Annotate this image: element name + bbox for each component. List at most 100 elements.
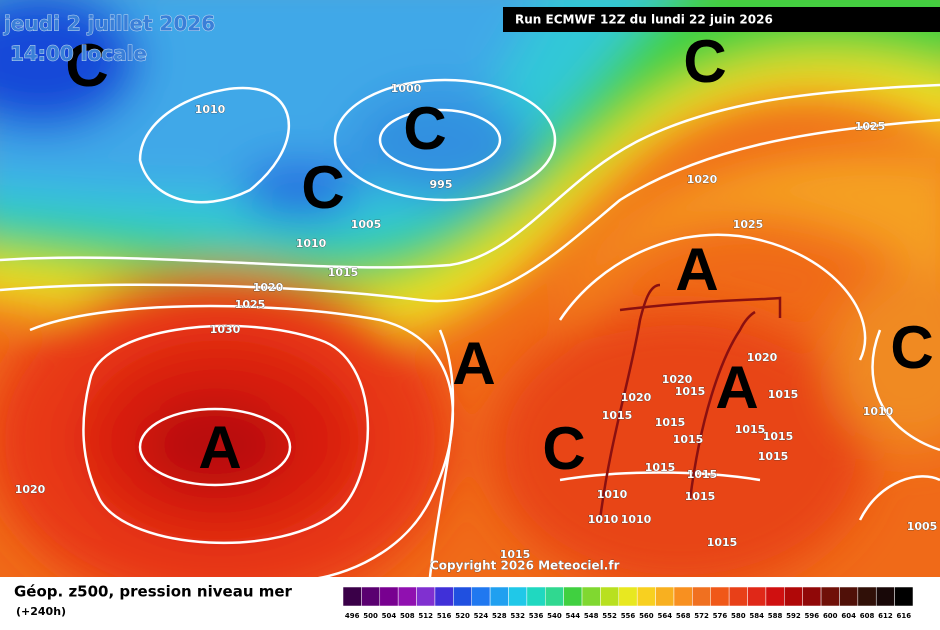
isobar-label: 1015 — [645, 461, 676, 474]
colorbar-tick-label: 604 — [841, 612, 856, 620]
low-pressure-marker: C — [890, 314, 933, 381]
high-pressure-marker: A — [198, 414, 241, 481]
colorbar-tick-label: 572 — [694, 612, 709, 620]
colorbar-tick-label: 564 — [657, 612, 672, 620]
colorbar-tick-label: 548 — [584, 612, 599, 620]
isobar-label: 1010 — [296, 237, 327, 250]
high-pressure-marker: A — [452, 330, 495, 397]
isobar-label: 1015 — [707, 536, 738, 549]
colorbar-cell — [581, 586, 601, 607]
colorbar-cell — [600, 586, 620, 607]
colorbar-tick-label: 528 — [492, 612, 507, 620]
high-pressure-marker: A — [715, 354, 758, 421]
colorbar-tick-label: 568 — [676, 612, 691, 620]
colorbar-tick-label: 504 — [382, 612, 397, 620]
colorbar-cell — [453, 586, 472, 607]
colorbar-cell — [508, 586, 528, 607]
isobar-label: 1010 — [621, 513, 652, 526]
colorbar-tick-label: 560 — [639, 612, 654, 620]
colorbar-cell — [526, 586, 546, 607]
low-pressure-marker: C — [301, 154, 344, 221]
colorbar-cell — [618, 586, 638, 607]
forecast-range: (+240h) — [16, 605, 66, 618]
colorbar-cell — [416, 586, 436, 607]
isobar-label: 1015 — [328, 266, 359, 279]
isobar-label: 1015 — [685, 490, 716, 503]
colorbar-cell — [784, 586, 803, 607]
colorbar-tick-label: 616 — [896, 612, 911, 620]
colorbar-cell — [434, 586, 454, 607]
isobar-label: 1025 — [855, 120, 886, 133]
trajectory-lines — [598, 283, 782, 521]
isobar-label: 1030 — [210, 323, 241, 336]
valid-time: 14:00 locale — [10, 42, 147, 66]
isobar-label: 1015 — [655, 416, 686, 429]
colorbar-cell — [489, 586, 509, 607]
isobar-label: 1020 — [15, 483, 46, 496]
colorbar-tick-label: 496 — [345, 612, 360, 620]
colorbar-cell — [747, 586, 767, 607]
isobar-label: 995 — [430, 178, 453, 191]
isobar-label: 1015 — [687, 468, 718, 481]
valid-date: jeudi 2 juillet 2026 — [3, 12, 215, 36]
isobar-label: 1005 — [351, 218, 382, 231]
colorbar-tick-label: 592 — [786, 612, 801, 620]
colorbar-tick-label: 540 — [547, 612, 562, 620]
colorbar: 496 500 504 508 512 516 520 524 528 532 536 540 544 5… — [342, 586, 914, 620]
colorbar-tick-label: 512 — [418, 612, 433, 620]
copyright: Copyright 2026 Meteociel.fr — [430, 559, 620, 573]
colorbar-cell — [397, 586, 417, 607]
colorbar-tick-label: 600 — [823, 612, 838, 620]
colorbar-tick-label: 556 — [621, 612, 636, 620]
colorbar-tick-label: 596 — [805, 612, 820, 620]
isobars — [0, 78, 940, 577]
colorbar-cell — [636, 586, 656, 607]
colorbar-tick-label: 584 — [749, 612, 764, 620]
colorbar-tick-label: 552 — [602, 612, 617, 620]
colorbar-cell — [545, 586, 564, 607]
colorbar-cell — [692, 586, 711, 607]
low-pressure-marker: C — [683, 28, 726, 95]
low-pressure-marker: C — [542, 415, 585, 482]
isobar-label: 1020 — [253, 281, 284, 294]
colorbar-cell — [857, 586, 877, 607]
isobar-label: 1015 — [735, 423, 766, 436]
isobar-label: 1010 — [863, 405, 894, 418]
colorbar-tick-label: 508 — [400, 612, 415, 620]
colorbar-tick-label: 524 — [474, 612, 489, 620]
colorbar-tick-label: 516 — [437, 612, 452, 620]
low-pressure-marker: C — [403, 95, 446, 162]
colorbar-tick-label: 576 — [713, 612, 728, 620]
colorbar-tick-label: 580 — [731, 612, 746, 620]
isobar-label: 1005 — [907, 520, 938, 533]
low-pressure-marker: C — [65, 32, 108, 99]
isobar-label: 1020 — [687, 173, 718, 186]
colorbar-tick-label: 532 — [510, 612, 525, 620]
isobar-label: 1025 — [733, 218, 764, 231]
colorbar-cell — [342, 586, 362, 607]
map-field: 1010100099510051010101510201025103010201… — [0, 0, 940, 577]
isobar-label: 1015 — [675, 385, 706, 398]
colorbar-cell — [820, 586, 840, 607]
isobar-label: 1010 — [597, 488, 628, 501]
colorbar-tick-label: 544 — [566, 612, 581, 620]
isobar-label: 1025 — [235, 298, 266, 311]
legend-title: Géop. z500, pression niveau mer — [14, 583, 293, 601]
colorbar-cell — [875, 586, 895, 607]
run-label: Run ECMWF 12Z du lundi 22 juin 2026 — [515, 13, 773, 27]
colorbar-cell — [839, 586, 859, 607]
colorbar-cell — [728, 586, 748, 607]
colorbar-cell — [379, 586, 399, 607]
colorbar-tick-label: 536 — [529, 612, 544, 620]
colorbar-tick-label: 608 — [860, 612, 875, 620]
colorbar-tick-label: 520 — [455, 612, 470, 620]
isobar-label: 1015 — [673, 433, 704, 446]
isobar-label: 1020 — [662, 373, 693, 386]
isobar-label: 1000 — [391, 82, 422, 95]
colorbar-cell — [673, 586, 693, 607]
colorbar-cell — [802, 586, 822, 607]
geopotential-shading — [0, 0, 940, 577]
colorbar-cell — [361, 586, 381, 607]
colorbar-cell — [765, 586, 785, 607]
